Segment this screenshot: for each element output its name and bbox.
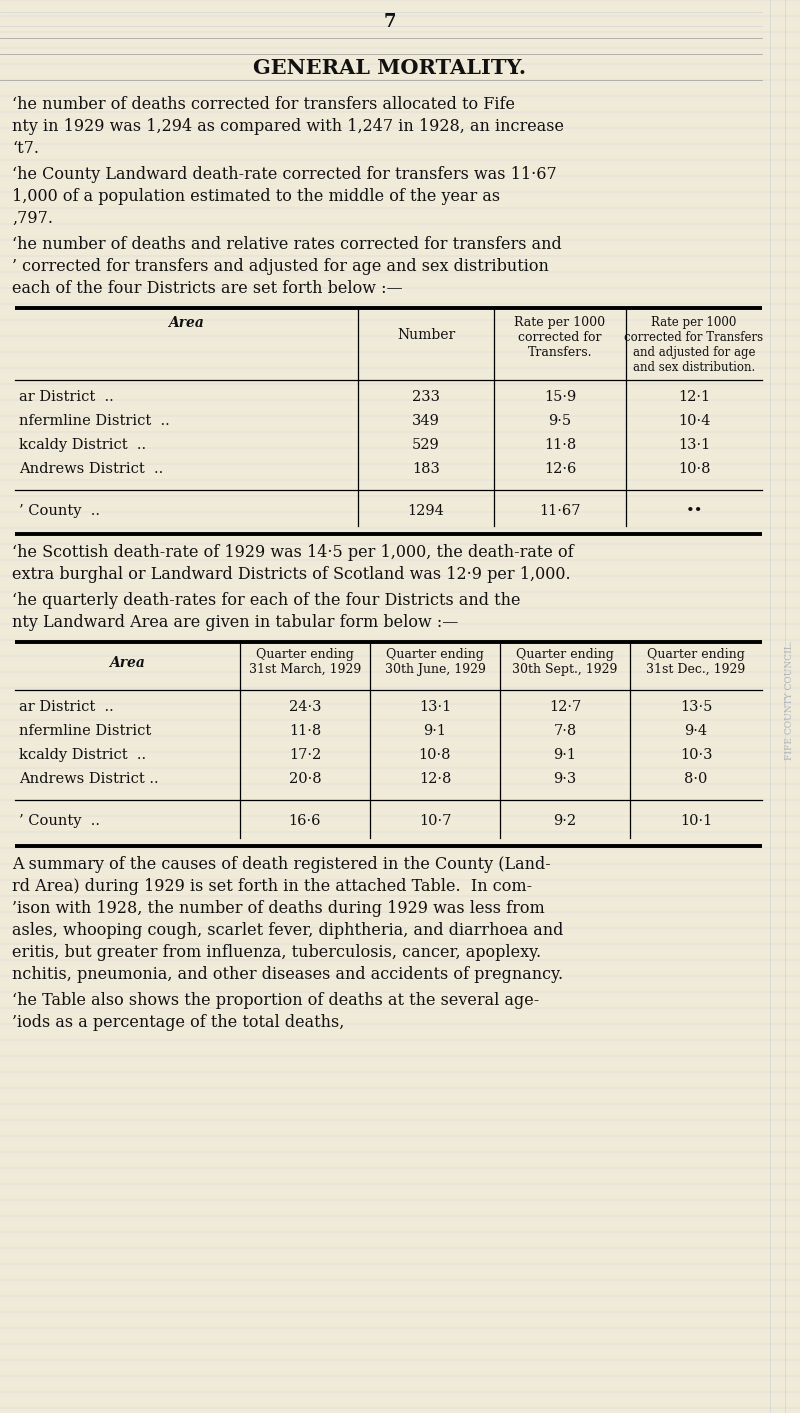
Text: ar District  ..: ar District ..	[19, 699, 114, 714]
Text: kcaldy District  ..: kcaldy District ..	[19, 747, 146, 762]
Text: ’ County  ..: ’ County ..	[19, 814, 100, 828]
Text: nty in 1929 was 1,294 as compared with 1,247 in 1928, an increase: nty in 1929 was 1,294 as compared with 1…	[12, 119, 564, 136]
Text: 13·1: 13·1	[678, 438, 710, 452]
Text: 17·2: 17·2	[289, 747, 321, 762]
Text: 7·8: 7·8	[554, 723, 577, 738]
Text: extra burghal or Landward Districts of Scotland was 12·9 per 1,000.: extra burghal or Landward Districts of S…	[12, 567, 570, 584]
Text: ’ corrected for transfers and adjusted for age and sex distribution: ’ corrected for transfers and adjusted f…	[12, 259, 549, 276]
Text: 13·1: 13·1	[419, 699, 451, 714]
Text: 10·7: 10·7	[419, 814, 451, 828]
Text: each of the four Districts are set forth below :—: each of the four Districts are set forth…	[12, 280, 402, 297]
Text: nty Landward Area are given in tabular form below :—: nty Landward Area are given in tabular f…	[12, 615, 458, 632]
Text: Number: Number	[397, 328, 455, 342]
Text: rd Area) during 1929 is set forth in the attached Table.  In com-: rd Area) during 1929 is set forth in the…	[12, 877, 532, 894]
Text: 11·67: 11·67	[539, 504, 581, 519]
Text: Andrews District ..: Andrews District ..	[19, 771, 158, 786]
Text: ‘t7.: ‘t7.	[12, 140, 39, 157]
Text: 11·8: 11·8	[289, 723, 321, 738]
Text: 12·6: 12·6	[544, 462, 576, 476]
Text: 233: 233	[412, 390, 440, 404]
Text: Quarter ending
31st Dec., 1929: Quarter ending 31st Dec., 1929	[646, 649, 746, 675]
Text: eritis, but greater from influenza, tuberculosis, cancer, apoplexy.: eritis, but greater from influenza, tube…	[12, 944, 541, 961]
Text: 9·4: 9·4	[685, 723, 707, 738]
Text: 9·3: 9·3	[554, 771, 577, 786]
Text: nchitis, pneumonia, and other diseases and accidents of pregnancy.: nchitis, pneumonia, and other diseases a…	[12, 966, 563, 983]
Text: ’ County  ..: ’ County ..	[19, 504, 100, 519]
Text: 9·2: 9·2	[554, 814, 577, 828]
Text: 349: 349	[412, 414, 440, 428]
Text: 12·1: 12·1	[678, 390, 710, 404]
Text: 7: 7	[384, 13, 396, 31]
Text: FIFE COUNTY COUNCIL.: FIFE COUNTY COUNCIL.	[786, 640, 794, 760]
Text: Quarter ending
31st March, 1929: Quarter ending 31st March, 1929	[249, 649, 361, 675]
Text: 10·1: 10·1	[680, 814, 712, 828]
Text: nfermline District: nfermline District	[19, 723, 151, 738]
Text: ’ison with 1928, the number of deaths during 1929 was less from: ’ison with 1928, the number of deaths du…	[12, 900, 545, 917]
Text: Rate per 1000
corrected for
Transfers.: Rate per 1000 corrected for Transfers.	[514, 317, 606, 359]
Text: 12·7: 12·7	[549, 699, 581, 714]
Text: Andrews District  ..: Andrews District ..	[19, 462, 163, 476]
Text: ‘he number of deaths corrected for transfers allocated to Fife: ‘he number of deaths corrected for trans…	[12, 96, 515, 113]
Text: 20·8: 20·8	[289, 771, 322, 786]
Text: A summary of the causes of death registered in the County (Land-: A summary of the causes of death registe…	[12, 856, 550, 873]
Text: asles, whooping cough, scarlet fever, diphtheria, and diarrhoea and: asles, whooping cough, scarlet fever, di…	[12, 923, 563, 940]
Text: 1,000 of a population estimated to the middle of the year as: 1,000 of a population estimated to the m…	[12, 188, 500, 205]
Text: 1294: 1294	[407, 504, 445, 519]
Text: 24·3: 24·3	[289, 699, 322, 714]
Text: ‘he quarterly death-rates for each of the four Districts and the: ‘he quarterly death-rates for each of th…	[12, 592, 521, 609]
Text: kcaldy District  ..: kcaldy District ..	[19, 438, 146, 452]
Text: Area: Area	[110, 656, 146, 670]
Text: ‘he Scottish death-rate of 1929 was 14·5 per 1,000, the death-rate of: ‘he Scottish death-rate of 1929 was 14·5…	[12, 544, 574, 561]
Text: 183: 183	[412, 462, 440, 476]
Text: 10·8: 10·8	[678, 462, 710, 476]
Text: ‘he County Landward death-rate corrected for transfers was 11·67: ‘he County Landward death-rate corrected…	[12, 165, 557, 184]
Text: nfermline District  ..: nfermline District ..	[19, 414, 170, 428]
Text: 15·9: 15·9	[544, 390, 576, 404]
Text: 10·8: 10·8	[418, 747, 451, 762]
Text: Quarter ending
30th June, 1929: Quarter ending 30th June, 1929	[385, 649, 486, 675]
Text: 9·5: 9·5	[549, 414, 571, 428]
Text: ‘he Table also shows the proportion of deaths at the several age-: ‘he Table also shows the proportion of d…	[12, 992, 539, 1009]
Text: 529: 529	[412, 438, 440, 452]
Text: 12·8: 12·8	[419, 771, 451, 786]
Text: 11·8: 11·8	[544, 438, 576, 452]
Text: 8·0: 8·0	[684, 771, 708, 786]
Text: 9·1: 9·1	[423, 723, 446, 738]
Text: Rate per 1000
corrected for Transfers
and adjusted for age
and sex distribution.: Rate per 1000 corrected for Transfers an…	[625, 317, 763, 374]
Text: ’iods as a percentage of the total deaths,: ’iods as a percentage of the total death…	[12, 1015, 344, 1031]
Text: Quarter ending
30th Sept., 1929: Quarter ending 30th Sept., 1929	[512, 649, 618, 675]
Text: 10·4: 10·4	[678, 414, 710, 428]
Text: 13·5: 13·5	[680, 699, 712, 714]
Text: ‘he number of deaths and relative rates corrected for transfers and: ‘he number of deaths and relative rates …	[12, 236, 562, 253]
Text: ,797.: ,797.	[12, 211, 53, 227]
Text: ••: ••	[686, 504, 702, 519]
Text: ar District  ..: ar District ..	[19, 390, 114, 404]
Text: 16·6: 16·6	[289, 814, 322, 828]
Text: GENERAL MORTALITY.: GENERAL MORTALITY.	[254, 58, 526, 78]
Text: 9·1: 9·1	[554, 747, 577, 762]
Text: 10·3: 10·3	[680, 747, 712, 762]
Text: Area: Area	[169, 317, 205, 331]
